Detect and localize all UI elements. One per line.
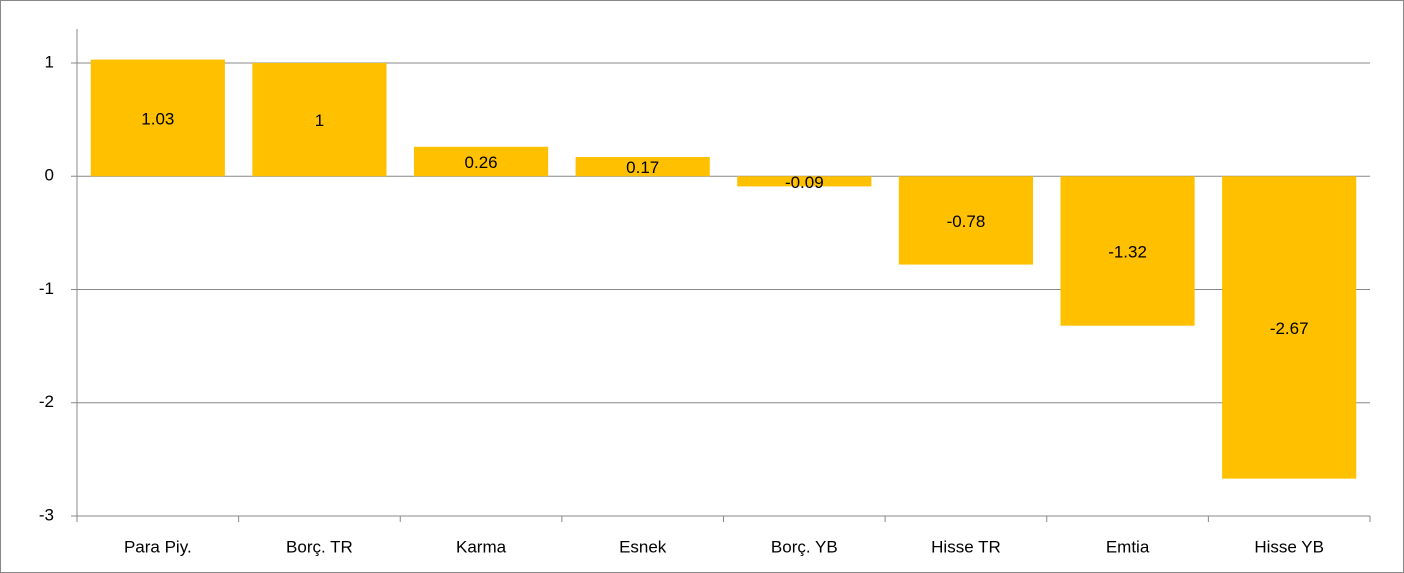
x-tick-label: Borç. TR — [286, 537, 353, 556]
x-tick-label: Hisse TR — [931, 537, 1001, 556]
bar — [898, 176, 1034, 265]
bar — [252, 62, 387, 177]
bar — [1222, 176, 1357, 479]
data-label: 1.03 — [141, 109, 174, 128]
data-label: 1 — [315, 111, 324, 130]
data-label: -2.67 — [1270, 319, 1309, 338]
y-tick-label: 0 — [45, 166, 54, 185]
x-tick-label: Karma — [456, 537, 507, 556]
data-label: 0.17 — [626, 158, 659, 177]
data-label: -0.78 — [947, 212, 986, 231]
data-label: 0.26 — [465, 153, 498, 172]
data-label: -0.09 — [785, 173, 824, 192]
y-tick-label: 1 — [45, 52, 54, 71]
y-tick-label: -2 — [39, 392, 54, 411]
y-tick-label: -1 — [39, 279, 54, 298]
bar — [413, 146, 549, 177]
bar — [1060, 176, 1195, 326]
x-tick-label: Borç. YB — [771, 537, 838, 556]
x-tick-label: Para Piy. — [124, 537, 192, 556]
bar — [90, 59, 225, 177]
x-tick-label: Esnek — [619, 537, 667, 556]
x-tick-label: Emtia — [1106, 537, 1150, 556]
bar — [575, 156, 710, 177]
bar — [737, 176, 872, 187]
y-tick-label: -3 — [39, 505, 54, 524]
x-tick-label: Hisse YB — [1254, 537, 1324, 556]
data-label: -1.32 — [1108, 242, 1147, 261]
